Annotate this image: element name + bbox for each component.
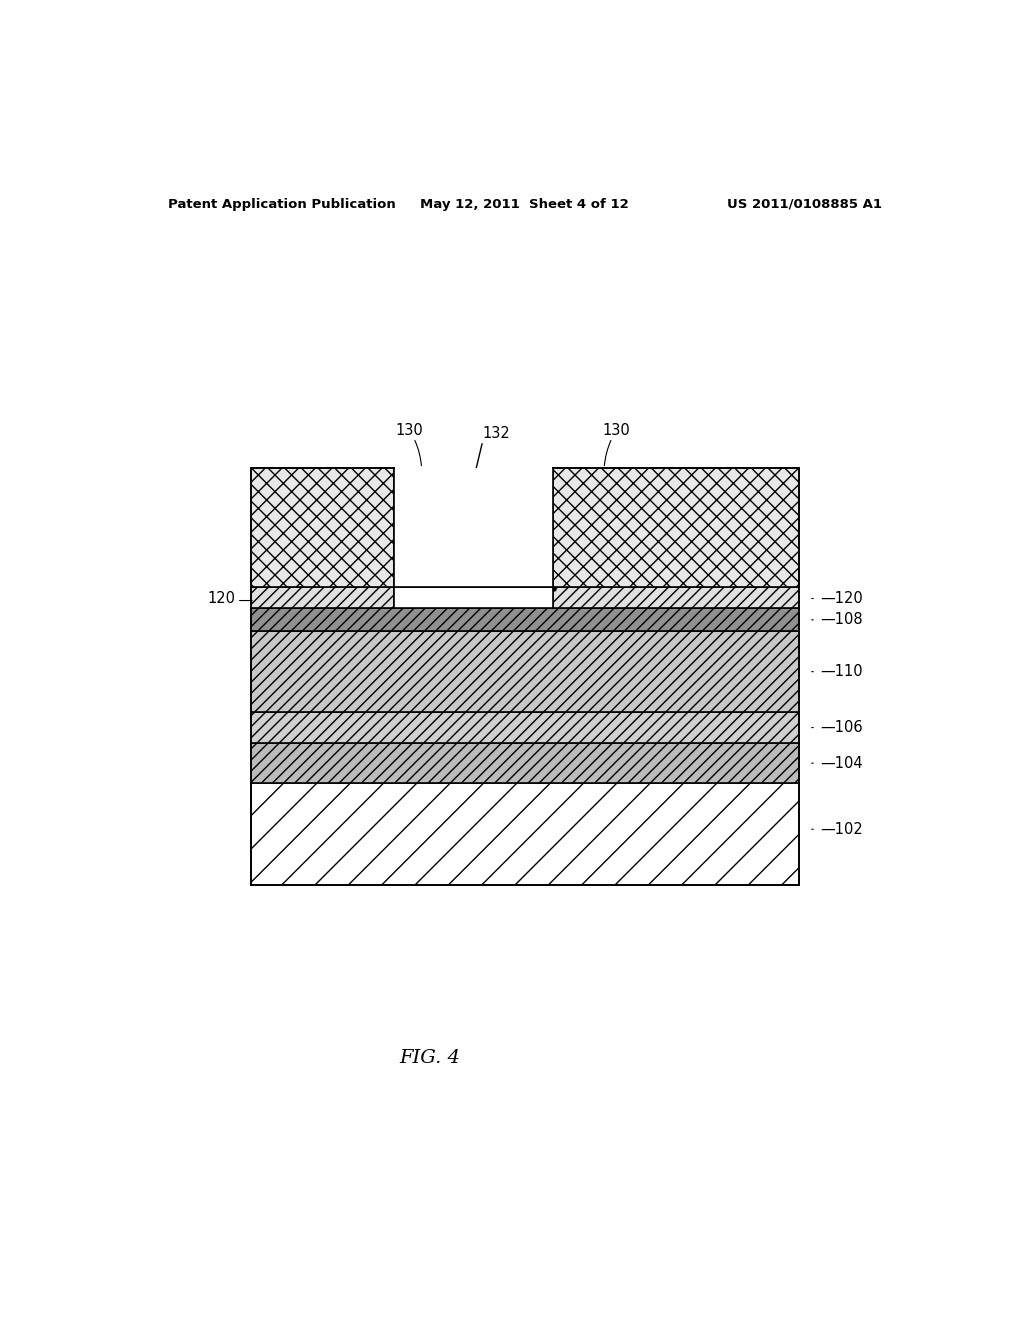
Text: —110: —110: [820, 664, 862, 680]
Bar: [553, 469, 799, 587]
Bar: [394, 587, 553, 607]
Text: Patent Application Publication: Patent Application Publication: [168, 198, 395, 211]
Bar: [251, 743, 799, 784]
Text: US 2011/0108885 A1: US 2011/0108885 A1: [727, 198, 882, 211]
Bar: [251, 631, 799, 713]
Text: 120: 120: [207, 591, 236, 606]
Text: —108: —108: [820, 612, 862, 627]
Text: —106: —106: [820, 721, 862, 735]
Text: 130: 130: [602, 422, 630, 438]
Text: 130: 130: [396, 422, 424, 438]
Text: FIG. 4: FIG. 4: [399, 1049, 460, 1067]
Bar: [553, 587, 799, 607]
Bar: [251, 469, 394, 587]
Text: 132: 132: [482, 426, 511, 441]
Bar: [251, 713, 799, 743]
Bar: [251, 784, 799, 886]
Text: May 12, 2011  Sheet 4 of 12: May 12, 2011 Sheet 4 of 12: [421, 198, 629, 211]
Bar: [251, 607, 799, 631]
Bar: [251, 587, 394, 607]
Text: —104: —104: [820, 755, 862, 771]
Text: —120: —120: [820, 591, 863, 606]
Text: —102: —102: [820, 822, 863, 837]
Bar: [394, 469, 553, 587]
